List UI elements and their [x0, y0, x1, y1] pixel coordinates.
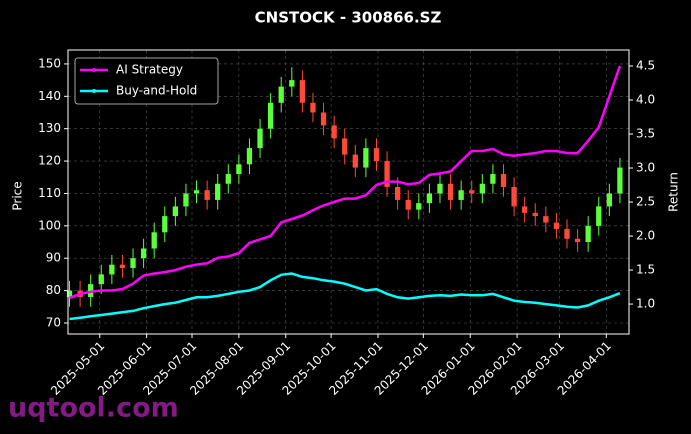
candle-body	[617, 167, 623, 194]
candle-body	[278, 86, 284, 103]
y2-tick-label: 4.5	[636, 58, 655, 72]
candle-body	[204, 190, 210, 200]
y2-tick-label: 2.0	[636, 229, 655, 243]
candle-body	[119, 264, 126, 268]
legend-label: AI Strategy	[116, 63, 183, 77]
candle-body	[215, 183, 221, 200]
candle-body	[352, 154, 358, 168]
y-axis-label: Price	[11, 181, 25, 210]
candle-body	[564, 229, 570, 239]
legend-label: Buy-and-Hold	[116, 84, 197, 98]
candle-body	[257, 128, 263, 149]
candle-body	[522, 206, 528, 213]
y-tick-label: 110	[38, 186, 61, 200]
candle-body	[596, 206, 602, 226]
y-tick-label: 90	[46, 251, 61, 265]
y2-tick-label: 1.5	[636, 263, 655, 277]
candle-body	[289, 80, 295, 87]
candle-body	[543, 216, 549, 223]
candle-body	[267, 102, 274, 129]
candle-body	[363, 148, 369, 168]
y-tick-label: 120	[38, 154, 61, 168]
y2-tick-label: 3.5	[636, 127, 655, 141]
y2-tick-label: 4.0	[636, 92, 655, 106]
y-tick-label: 130	[38, 121, 61, 135]
y2-tick-label: 1.0	[636, 297, 655, 311]
candle-body	[416, 203, 422, 210]
candle-body	[532, 212, 538, 217]
candle-body	[511, 186, 517, 207]
candle-body	[437, 183, 443, 194]
plot-frame	[67, 49, 630, 335]
candle-body	[458, 190, 464, 200]
candle-body	[130, 258, 136, 268]
candle-body	[373, 148, 380, 162]
legend-marker	[92, 89, 96, 93]
candle-body	[331, 125, 337, 139]
candle-body	[172, 206, 179, 217]
candle-body	[310, 102, 316, 113]
candle-body	[193, 190, 200, 194]
watermark: uqtool.com	[8, 393, 179, 424]
y2-tick-label: 2.5	[636, 195, 655, 209]
candle-body	[405, 199, 411, 210]
candle-body	[225, 174, 231, 184]
candle-body	[447, 183, 454, 200]
candle-body	[109, 264, 115, 275]
candle-body	[342, 138, 348, 155]
y-tick-label: 70	[46, 315, 61, 329]
candle-body	[320, 112, 327, 126]
y-tick-label: 150	[38, 56, 61, 70]
candle-body	[246, 148, 253, 165]
candle-body	[299, 80, 306, 103]
y-tick-label: 80	[46, 283, 61, 297]
chart-title: CNSTOCK - 300866.SZ	[255, 9, 442, 27]
candle-body	[140, 248, 147, 259]
candle-body	[585, 225, 591, 243]
candle-body	[606, 193, 612, 207]
candle-body	[183, 193, 189, 207]
candle-body	[490, 174, 496, 184]
return-line	[69, 272, 621, 321]
candle-body	[384, 161, 390, 187]
legend-box	[74, 57, 219, 105]
candle-body	[236, 164, 242, 175]
y2-axis-label: Return	[667, 172, 681, 212]
legend: AI Strategy Buy-and-Hold	[74, 57, 219, 105]
return-line	[69, 65, 622, 300]
y-tick-label: 140	[38, 89, 61, 103]
candle-body	[66, 290, 73, 298]
candle-body	[426, 193, 433, 204]
candle-body	[394, 186, 401, 200]
candle-body	[574, 238, 581, 243]
candle-body	[162, 216, 168, 233]
candle-body	[553, 222, 560, 230]
y-tick-label: 100	[38, 218, 61, 232]
candle-body	[469, 190, 475, 194]
candle-body	[479, 183, 485, 194]
candle-body	[151, 232, 157, 249]
candle-body	[98, 274, 104, 285]
candle-body	[500, 174, 507, 187]
y2-tick-label: 3.0	[636, 161, 655, 175]
legend-marker	[92, 68, 96, 72]
